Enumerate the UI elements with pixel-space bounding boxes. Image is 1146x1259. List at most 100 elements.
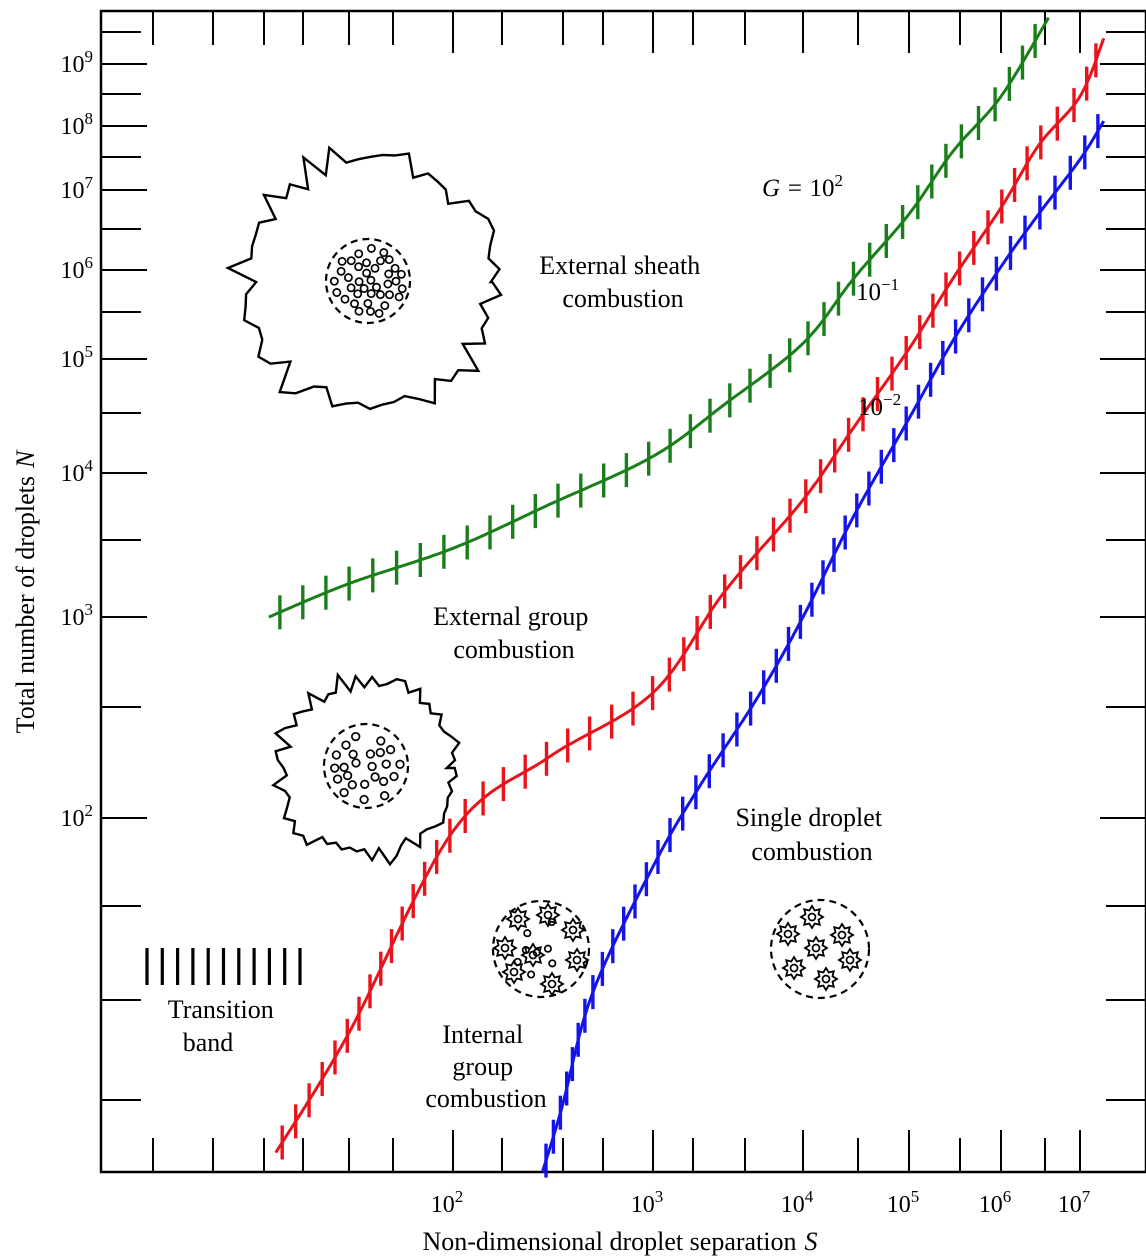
group-droplet: [359, 794, 369, 805]
group-droplet: [376, 736, 386, 746]
single-droplet-core-illustration: [769, 898, 871, 1000]
series-line: [274, 37, 1106, 1154]
group-droplet: [365, 749, 376, 759]
sheath-droplet: [336, 266, 346, 276]
group-droplet: [342, 770, 353, 781]
internal-group-droplet: [527, 970, 536, 979]
group-droplet: [395, 759, 405, 769]
sheath-droplet: [379, 248, 389, 258]
group-droplet: [370, 772, 380, 782]
sheath-droplet: [366, 306, 375, 316]
x-tick-label: 104: [781, 1187, 814, 1218]
internal-group-flamelet-core: [572, 955, 582, 965]
internal-group-flamelet-core: [513, 914, 523, 924]
sheath-droplet: [391, 276, 401, 286]
sheath-droplet: [372, 282, 381, 292]
internal-group-flamelet: [492, 935, 518, 961]
y-tick-label: 105: [61, 342, 94, 373]
sheath-droplet: [354, 306, 364, 316]
internal-group-flamelet-core: [543, 910, 553, 920]
internal-group-flamelet-core: [509, 967, 519, 977]
internal-group-droplet: [523, 929, 532, 938]
sheath-droplet: [346, 256, 356, 266]
sheath-droplet: [366, 289, 376, 299]
group-droplet: [341, 740, 351, 750]
plot-frame: [99, 9, 1146, 1174]
y-tick-label: 107: [61, 173, 94, 204]
group-droplet: [348, 749, 358, 759]
sheath-droplet: [354, 249, 364, 259]
group-droplet: [378, 776, 389, 787]
sheath-droplet: [337, 256, 347, 266]
internal-group-flamelet-core: [568, 925, 578, 935]
single-droplet-flamelet: [781, 955, 807, 981]
sheath-droplet: [396, 269, 406, 279]
sheath-droplet: [362, 258, 371, 268]
y-tick-label: 109: [61, 47, 94, 78]
internal-group-droplet: [513, 957, 522, 966]
group-droplet: [367, 761, 377, 772]
group-droplet: [381, 759, 391, 769]
sheath-droplet: [370, 263, 380, 273]
single-droplet-flamelet-core: [845, 955, 855, 965]
sheath-droplet: [366, 275, 376, 285]
sheath-droplet: [363, 298, 373, 308]
single-droplet-flamelet-core: [821, 974, 831, 984]
internal-group-droplet: [548, 959, 557, 968]
y-tick-label: 108: [61, 109, 94, 140]
group-droplet: [330, 763, 340, 773]
group-droplet: [347, 780, 357, 790]
sheath-droplet: [359, 284, 369, 293]
group-flame-illustration: [270, 671, 461, 867]
single-droplet-flamelet-core: [783, 929, 793, 939]
sheath-droplet: [385, 290, 394, 300]
sheath-droplet: [340, 294, 350, 304]
y-tick-label: 106: [61, 253, 94, 284]
internal-group-flamelet: [505, 906, 531, 932]
internal-group-core-illustration: [491, 899, 591, 999]
single-droplet-flamelet-core: [807, 912, 817, 922]
sheath-droplet: [354, 277, 364, 287]
sheath-droplet: [383, 279, 393, 289]
y-tick-label: 104: [61, 456, 94, 487]
group-droplet: [379, 791, 390, 801]
sheath-droplet: [384, 269, 394, 279]
y-tick-label: 102: [61, 801, 94, 832]
series-label-blue: 10−2: [858, 390, 901, 421]
sheath-droplet: [353, 289, 363, 299]
series-label-green: G = 102: [762, 171, 843, 202]
single-droplet-flamelet: [799, 904, 825, 930]
single-droplet-flamelet-core: [811, 943, 821, 953]
internal-group-flamelet: [520, 942, 546, 968]
group-droplet: [331, 750, 342, 760]
group-droplet: [339, 787, 349, 798]
annotation-internal-group: Internal group combustion: [425, 1020, 546, 1113]
transition-band-marks: [145, 948, 302, 985]
group-droplet: [351, 758, 361, 768]
sheath-droplet: [374, 308, 384, 318]
annotation-external-group: External group combustion: [433, 602, 595, 664]
internal-group-flamelet: [535, 902, 561, 928]
annotation-transition-band: Transition band: [168, 995, 280, 1057]
x-axis-label: Non-dimensional droplet separation S: [422, 1227, 817, 1256]
sheath-droplet: [384, 255, 394, 265]
y-axis-label: Total number of dropletsN: [11, 449, 40, 733]
x-tick-label: 105: [887, 1187, 920, 1218]
internal-group-droplet: [532, 948, 541, 957]
single-droplet-flamelet-core: [837, 930, 847, 940]
single-droplet-flamelet: [803, 935, 829, 961]
single-droplet-flamelet-core: [789, 963, 799, 973]
sheath-droplet: [354, 262, 364, 272]
internal-group-flamelet: [501, 959, 527, 985]
sheath-droplet: [332, 288, 342, 297]
internal-group-flamelet-core: [547, 979, 557, 989]
sheath-droplet: [346, 283, 356, 293]
y-tick-labels: 102 103 104 105 106 107 108 109: [61, 47, 94, 832]
y-tick-label: 103: [61, 600, 94, 631]
group-droplet: [360, 779, 370, 789]
internal-group-droplet: [543, 944, 552, 953]
group-droplet: [339, 762, 349, 772]
group-droplet: [332, 774, 343, 784]
group-droplet: [375, 747, 385, 758]
series-label-red: 10−1: [856, 275, 899, 306]
